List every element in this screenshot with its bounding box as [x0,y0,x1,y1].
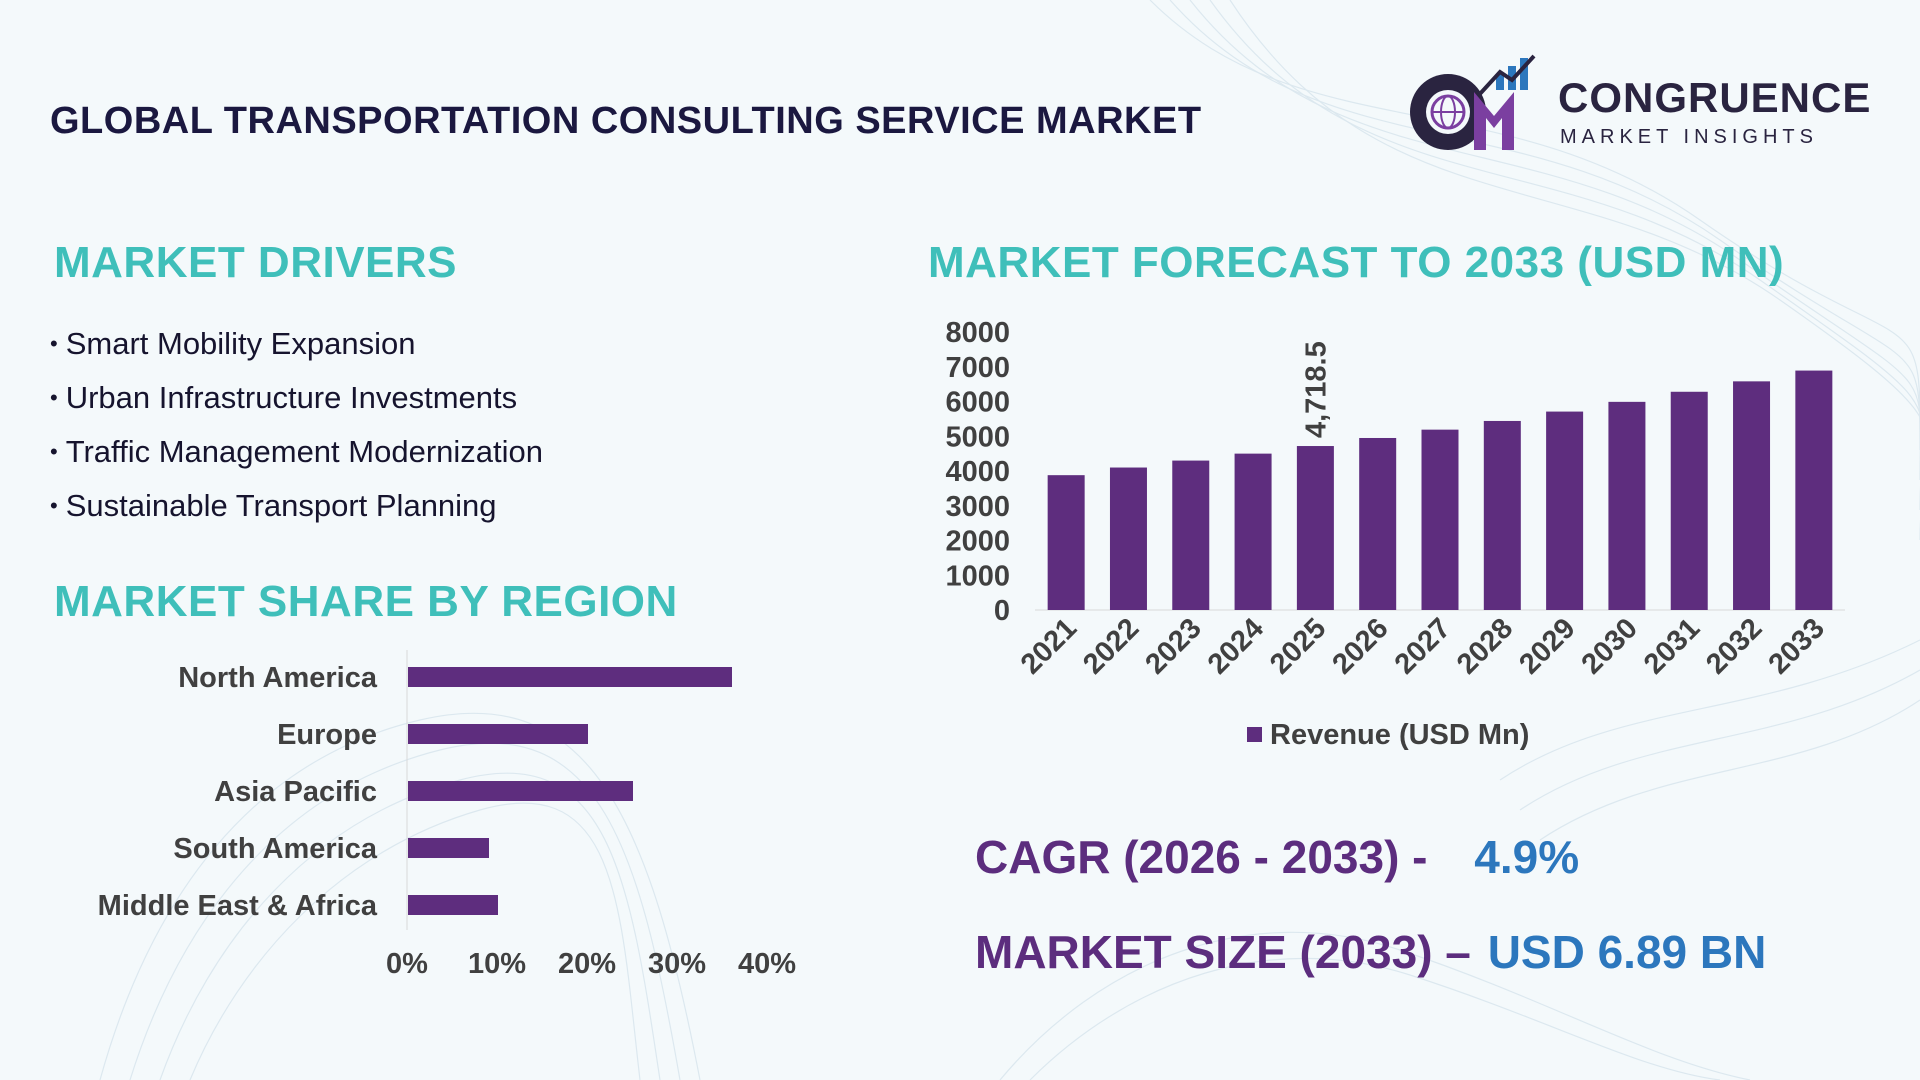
bullet-icon: • [50,385,58,410]
globe-bar-chart-logo-icon [1410,54,1536,150]
driver-item-label: Urban Infrastructure Investments [65,380,518,415]
region-category-label: South America [173,833,377,865]
region-tick-label: 10% [468,948,526,980]
forecast-x-tick-label: 2022 [1077,612,1145,680]
forecast-x-tick-label: 2031 [1638,612,1706,680]
forecast-bar [1546,411,1584,610]
forecast-bar [1733,381,1771,610]
region-tick-label: 30% [648,948,706,980]
forecast-y-tick-label: 8000 [945,317,1010,349]
forecast-y-tick-label: 7000 [945,352,1010,384]
forecast-x-tick-label: 2021 [1015,612,1083,680]
driver-item: • Sustainable Transport Planning [50,484,543,538]
forecast-bar [1359,437,1397,610]
forecast-data-label: 4,718.5 [1300,341,1332,438]
forecast-x-tick-label: 2027 [1389,612,1457,680]
brand-logo: CONGRUENCE MARKET INSIGHTS [1400,52,1880,162]
forecast-y-tick-label: 4000 [945,456,1010,488]
legend-swatch [1247,727,1262,742]
forecast-bar [1670,391,1708,610]
forecast-x-tick-label: 2032 [1700,612,1768,680]
forecast-bar [1296,446,1334,610]
driver-item: • Traffic Management Modernization [50,430,543,484]
forecast-x-tick-label: 2033 [1763,612,1831,680]
bullet-icon: • [50,493,58,518]
market-size-label: MARKET SIZE (2033) – [975,926,1471,978]
forecast-x-tick-label: 2025 [1264,612,1332,680]
bullet-icon: • [50,439,58,464]
cagr-label: CAGR (2026 - 2033) - [975,831,1428,883]
forecast-x-tick-label: 2023 [1139,612,1207,680]
forecast-bar [1172,460,1210,610]
region-bar [408,667,732,687]
brand-name: CONGRUENCE [1558,74,1872,121]
forecast-x-tick-label: 2024 [1202,612,1270,680]
region-tick-label: 0% [386,948,428,980]
region-bar [408,781,633,801]
brand-tagline: MARKET INSIGHTS [1560,126,1818,148]
driver-item-label: Smart Mobility Expansion [65,326,416,361]
forecast-x-tick-label: 2029 [1513,612,1581,680]
forecast-y-tick-label: 2000 [945,526,1010,558]
region-bar [408,838,489,858]
cagr-kpi: CAGR (2026 - 2033) - 4.9% [975,830,1579,884]
forecast-bar-chart: 0100020003000400050006000700080002021202… [945,317,1845,751]
forecast-x-tick-label: 2028 [1451,612,1519,680]
legend-label: Revenue (USD Mn) [1270,719,1529,751]
driver-item-label: Traffic Management Modernization [65,434,543,469]
forecast-y-tick-label: 3000 [945,491,1010,523]
forecast-x-tick-label: 2030 [1576,612,1644,680]
region-category-label: Middle East & Africa [98,890,378,922]
forecast-y-tick-label: 5000 [945,421,1010,453]
forecast-x-tick-label: 2026 [1326,612,1394,680]
forecast-bar [1109,467,1147,610]
region-category-label: Asia Pacific [214,776,377,808]
driver-item: • Smart Mobility Expansion [50,322,543,376]
market-size-kpi: MARKET SIZE (2033) – USD 6.89 BN [975,925,1766,979]
forecast-title: MARKET FORECAST TO 2033 (USD MN) [928,238,1785,287]
market-size-value: USD 6.89 BN [1487,926,1767,978]
forecast-bar [1047,475,1085,610]
region-category-label: North America [178,662,378,694]
region-share-chart: North America Europe Asia Pacific South Ame… [98,650,796,980]
driver-item-label: Sustainable Transport Planning [65,488,497,523]
driver-item: • Urban Infrastructure Investments [50,376,543,430]
forecast-bar [1234,453,1272,610]
forecast-y-tick-label: 0 [994,595,1010,627]
region-tick-label: 20% [558,948,616,980]
page-title: GLOBAL TRANSPORTATION CONSULTING SERVICE… [50,100,1202,142]
region-title: MARKET SHARE BY REGION [54,577,678,626]
bullet-icon: • [50,331,58,356]
drivers-list: • Smart Mobility Expansion • Urban Infrast… [50,322,543,538]
region-bar [408,895,498,915]
forecast-bar [1795,370,1833,610]
forecast-y-tick-label: 6000 [945,387,1010,419]
region-tick-label: 40% [738,948,796,980]
forecast-bar [1483,420,1521,610]
cagr-value: 4.9% [1474,831,1580,883]
forecast-y-tick-label: 1000 [945,560,1010,592]
region-category-label: Europe [277,719,377,751]
forecast-bar [1608,401,1646,610]
forecast-bar [1421,429,1459,610]
drivers-title: MARKET DRIVERS [54,238,458,287]
region-bar [408,724,588,744]
